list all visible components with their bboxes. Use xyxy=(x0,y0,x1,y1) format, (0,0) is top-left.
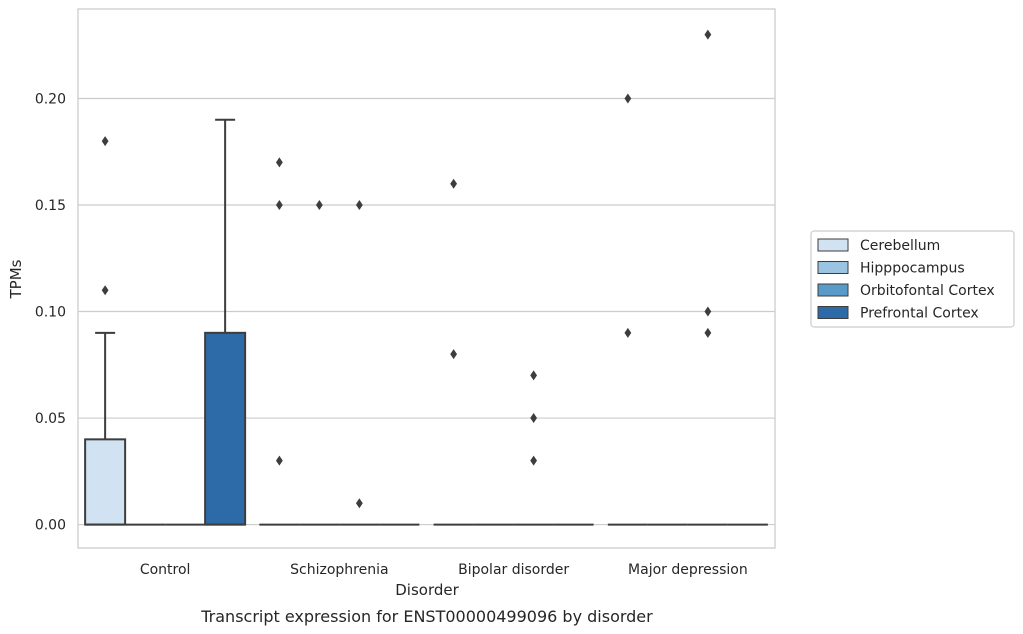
outlier-point xyxy=(450,178,458,189)
outlier-point xyxy=(530,413,538,424)
box-body xyxy=(84,438,127,526)
chart-caption: Transcript expression for ENST0000049909… xyxy=(200,607,653,626)
legend-swatch xyxy=(817,238,849,252)
x-tick-labels: Control Schizophrenia Bipolar disorder Majo… xyxy=(140,562,748,578)
box-cerebellum-2 xyxy=(433,178,474,526)
x-tick-label: Major depression xyxy=(628,562,748,578)
legend: Cerebellum Hipppocampus Orbitofontal Corte… xyxy=(810,230,1015,328)
box-cerebellum-3 xyxy=(607,93,648,526)
y-tick-label: 0.05 xyxy=(35,411,66,427)
box-orbitofontal-cortex-2 xyxy=(513,370,554,526)
outlier-point xyxy=(275,200,283,210)
boxes-layer xyxy=(84,29,768,526)
legend-label: Prefrontal Cortex xyxy=(860,306,979,322)
y-tick-label: 0.00 xyxy=(35,518,66,534)
outlier-point xyxy=(101,136,109,147)
y-tick-label: 0.15 xyxy=(35,198,66,214)
outlier-point xyxy=(704,29,712,40)
outlier-point xyxy=(530,370,538,381)
outlier-point xyxy=(275,157,283,168)
legend-label: Orbitofontal Cortex xyxy=(860,283,995,299)
y-tick-label: 0.20 xyxy=(35,91,66,107)
legend-label: Cerebellum xyxy=(860,238,940,254)
outlier-point xyxy=(275,455,283,466)
box-orbitofontal-cortex-1 xyxy=(339,200,380,526)
legend-frame xyxy=(810,230,1015,328)
legend-swatch xyxy=(817,261,849,274)
outlier-point xyxy=(450,349,458,360)
outlier-point xyxy=(704,306,712,317)
outlier-point xyxy=(315,200,323,210)
x-axis-label: Disorder xyxy=(395,581,459,599)
outlier-point xyxy=(101,285,109,296)
box-body xyxy=(204,331,247,526)
outlier-point xyxy=(704,327,712,338)
outlier-point xyxy=(624,327,632,338)
plot-frame xyxy=(77,8,776,549)
x-tick-label: Bipolar disorder xyxy=(458,562,569,578)
y-tick-labels: 0.00 0.05 0.10 0.15 0.20 xyxy=(35,91,66,533)
outlier-point xyxy=(355,498,363,509)
box-orbitofontal-cortex-3 xyxy=(687,29,728,526)
box-prefrontal-cortex-0 xyxy=(204,118,247,526)
outlier-point xyxy=(355,200,363,210)
outlier-point xyxy=(530,455,538,466)
y-tick-label: 0.10 xyxy=(35,305,66,321)
x-tick-label: Control xyxy=(140,562,191,578)
legend-label: Hipppocampus xyxy=(860,261,965,277)
outlier-point xyxy=(624,93,632,104)
legend-swatch xyxy=(817,306,849,319)
box-hipppocampus-1 xyxy=(299,200,340,526)
y-axis-label: TPMs xyxy=(7,259,25,299)
grid-lines xyxy=(78,97,775,526)
x-tick-label: Schizophrenia xyxy=(290,562,388,578)
box-cerebellum-0 xyxy=(84,136,127,526)
box-cerebellum-1 xyxy=(259,157,300,526)
legend-swatch xyxy=(817,283,849,297)
